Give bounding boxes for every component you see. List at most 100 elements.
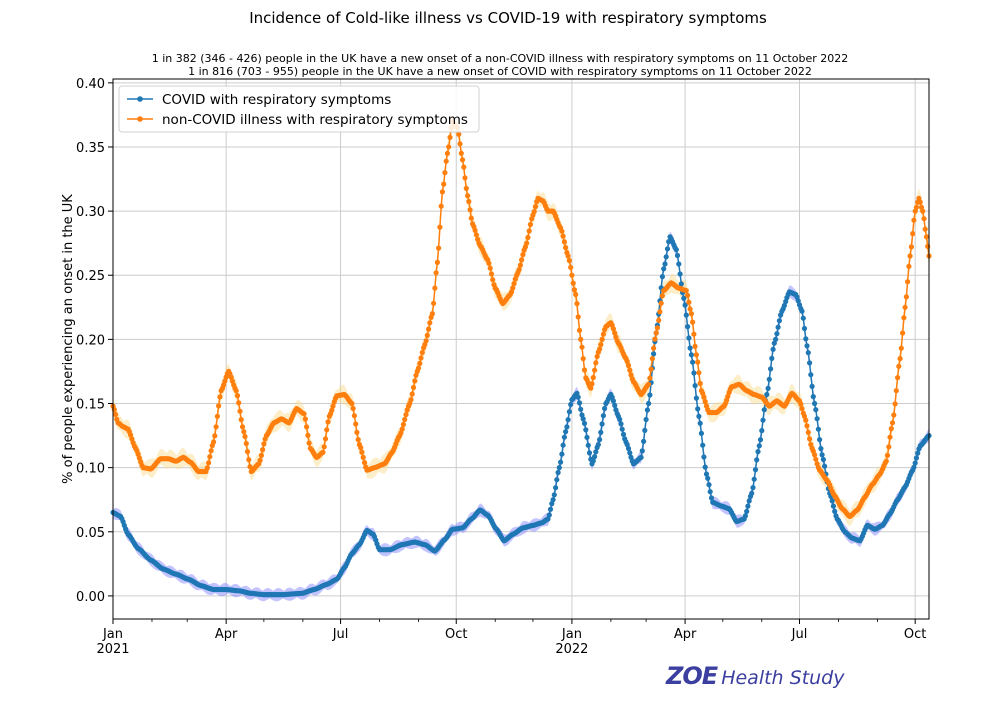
data-point-non-covid <box>112 411 119 417</box>
data-point-covid <box>757 437 764 443</box>
data-point-non-covid <box>799 406 805 412</box>
y-tick-label: 0.30 <box>76 205 105 220</box>
data-point-non-covid <box>651 345 657 351</box>
data-point-non-covid <box>628 372 634 378</box>
data-point-covid <box>749 490 755 496</box>
data-point-non-covid <box>461 164 467 170</box>
data-point-non-covid <box>686 299 692 305</box>
data-point-non-covid <box>906 263 912 269</box>
data-point-covid <box>820 456 827 463</box>
data-point-covid <box>803 336 809 342</box>
data-point-non-covid <box>438 203 444 209</box>
data-point-non-covid <box>888 426 894 432</box>
data-point-non-covid <box>656 317 662 323</box>
data-point-non-covid <box>204 465 210 471</box>
data-point-non-covid <box>563 245 569 251</box>
data-point-non-covid <box>559 228 565 234</box>
data-point-covid <box>685 324 691 330</box>
data-point-covid <box>597 437 603 443</box>
y-tick-label: 0.05 <box>76 526 105 541</box>
legend-marker-covid <box>137 96 143 102</box>
data-point-non-covid <box>725 393 731 400</box>
data-point-covid <box>795 298 801 304</box>
data-point-covid <box>915 450 921 456</box>
data-point-non-covid <box>217 394 223 400</box>
data-point-covid <box>754 457 760 463</box>
data-point-non-covid <box>900 330 906 336</box>
data-point-covid <box>761 407 767 413</box>
x-tick-label: Jul <box>332 627 349 642</box>
data-point-non-covid <box>565 253 571 259</box>
data-point-non-covid <box>467 207 473 213</box>
data-point-non-covid <box>301 411 307 417</box>
data-point-non-covid <box>887 434 893 440</box>
data-point-non-covid <box>659 293 666 299</box>
data-point-non-covid <box>889 420 896 426</box>
data-point-covid <box>691 370 697 376</box>
data-point-covid <box>551 492 557 498</box>
data-point-non-covid <box>657 309 663 315</box>
data-point-covid <box>676 261 682 267</box>
data-point-non-covid <box>532 204 539 210</box>
data-point-non-covid <box>228 374 234 380</box>
data-point-non-covid <box>810 448 816 454</box>
data-point-covid <box>752 467 759 473</box>
data-point-covid <box>627 450 633 456</box>
data-point-covid <box>638 454 644 460</box>
data-point-covid <box>776 318 783 324</box>
data-point-non-covid <box>258 452 264 458</box>
data-point-non-covid <box>260 447 266 453</box>
data-point-covid <box>602 405 608 412</box>
data-point-non-covid <box>136 455 142 461</box>
data-point-covid <box>674 252 681 259</box>
data-point-non-covid <box>443 158 449 164</box>
data-point-non-covid <box>697 380 703 386</box>
data-point-non-covid <box>446 144 452 150</box>
data-point-covid <box>817 437 823 443</box>
y-tick-label: 0.00 <box>76 590 105 605</box>
data-point-non-covid <box>466 198 472 205</box>
data-point-covid <box>750 485 756 491</box>
data-point-non-covid <box>350 405 356 412</box>
data-point-non-covid <box>447 134 453 140</box>
data-point-non-covid <box>599 336 605 342</box>
chart-subtitle-line-2: 1 in 816 (703 - 955) people in the UK ha… <box>188 65 812 78</box>
data-point-non-covid <box>456 131 462 137</box>
data-point-covid <box>742 513 749 519</box>
data-point-non-covid <box>569 272 575 278</box>
data-point-covid <box>775 324 781 330</box>
x-tick-label: Oct <box>445 627 467 642</box>
data-point-non-covid <box>360 454 366 460</box>
data-point-covid <box>695 406 701 412</box>
plot-area-frame <box>112 78 930 620</box>
data-point-non-covid <box>459 157 466 163</box>
data-point-non-covid <box>206 460 212 466</box>
data-point-covid <box>643 416 649 423</box>
data-point-non-covid <box>409 391 415 397</box>
data-point-non-covid <box>412 378 418 384</box>
data-point-non-covid <box>798 401 804 407</box>
data-point-covid <box>813 407 819 413</box>
data-point-non-covid <box>895 375 901 381</box>
data-point-covid <box>642 427 648 433</box>
data-point-covid <box>683 312 689 318</box>
data-point-covid <box>755 449 761 455</box>
data-point-non-covid <box>917 199 923 205</box>
legend-item-non-covid: non-COVID illness with respiratory sympt… <box>127 112 468 128</box>
data-point-non-covid <box>129 436 135 442</box>
data-point-non-covid <box>211 439 217 445</box>
data-point-covid <box>832 508 838 514</box>
data-point-non-covid <box>519 257 525 263</box>
data-point-non-covid <box>208 448 214 454</box>
data-point-non-covid <box>436 245 442 251</box>
data-point-covid <box>641 438 647 444</box>
data-point-covid <box>599 421 605 427</box>
data-point-non-covid <box>696 370 702 376</box>
data-point-covid <box>745 503 751 509</box>
data-point-covid <box>701 454 707 460</box>
data-point-non-covid <box>329 407 335 413</box>
data-point-covid <box>659 274 666 280</box>
data-point-non-covid <box>520 252 526 258</box>
data-point-covid <box>575 394 581 400</box>
data-point-covid <box>799 308 805 314</box>
